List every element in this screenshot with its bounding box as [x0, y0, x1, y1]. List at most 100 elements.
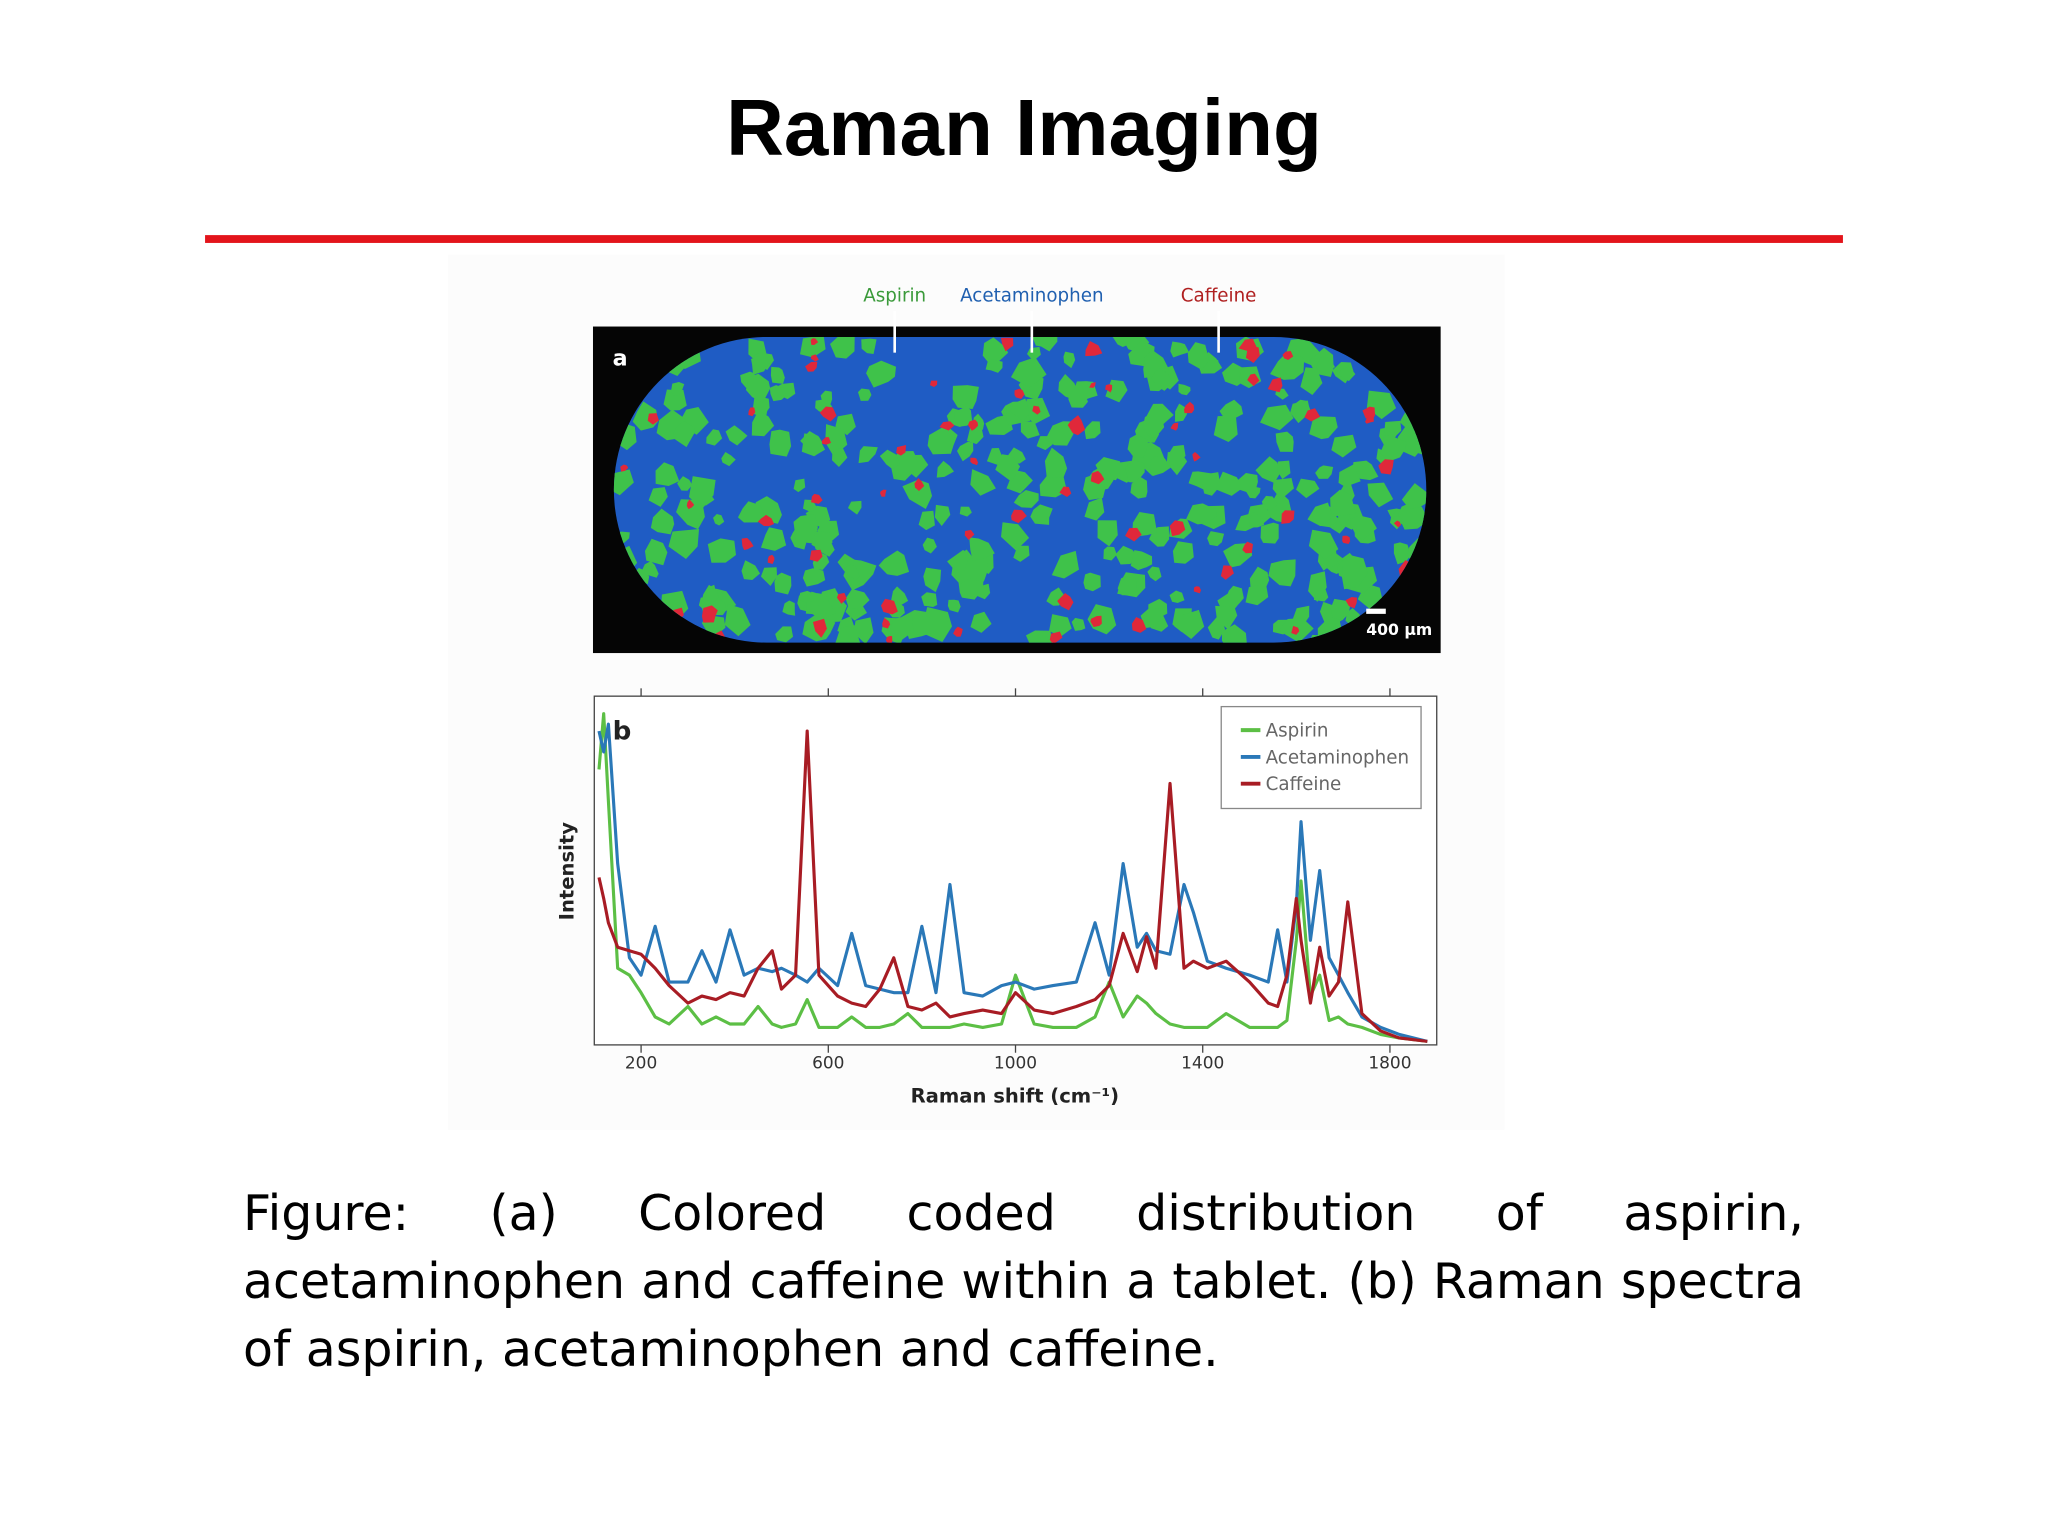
- particle: [647, 413, 659, 425]
- particle: [1103, 546, 1117, 561]
- particle: [811, 493, 823, 504]
- particle: [811, 531, 833, 552]
- particle: [1168, 444, 1186, 464]
- particle: [969, 537, 995, 562]
- spectrum-line: [597, 712, 1428, 1043]
- particle: [1315, 465, 1334, 479]
- particle: [1341, 555, 1368, 590]
- particle: [676, 499, 705, 530]
- particle: [1308, 529, 1339, 560]
- particle: [1296, 478, 1320, 499]
- particle: [613, 469, 634, 496]
- title-rule: [205, 235, 1843, 243]
- particle: [1193, 586, 1201, 594]
- particle: [835, 625, 861, 643]
- particle: [760, 567, 778, 587]
- particle: [882, 617, 891, 629]
- particles: [613, 336, 1427, 643]
- particle: [927, 425, 958, 455]
- particle: [663, 389, 687, 411]
- particle: [752, 395, 770, 418]
- particle: [650, 508, 675, 535]
- particle: [816, 520, 840, 541]
- particle: [721, 452, 736, 467]
- particle: [774, 572, 792, 595]
- particle: [832, 448, 848, 467]
- particle: [707, 538, 736, 563]
- particle: [1020, 421, 1040, 439]
- particle: [929, 380, 938, 388]
- particle: [1345, 597, 1358, 609]
- legend-label: Caffeine: [1266, 774, 1342, 795]
- particle: [982, 337, 1009, 365]
- x-tick-label: 200: [625, 1053, 657, 1073]
- particle: [1330, 489, 1357, 517]
- particle: [770, 366, 785, 384]
- particle: [802, 568, 826, 587]
- particle: [959, 506, 972, 517]
- particle: [890, 451, 920, 481]
- particle: [686, 499, 695, 510]
- particle: [1260, 404, 1294, 431]
- particle: [1260, 522, 1279, 544]
- particle: [923, 567, 942, 593]
- particle: [655, 462, 680, 487]
- particle: [1220, 565, 1234, 580]
- particle: [1213, 415, 1238, 442]
- particle: [1281, 510, 1295, 524]
- particle: [964, 529, 975, 540]
- particle: [1140, 607, 1162, 629]
- particle: [1125, 459, 1145, 483]
- particle: [1085, 341, 1103, 357]
- particle: [1178, 383, 1191, 396]
- particle: [1268, 559, 1296, 587]
- particle: [1087, 604, 1117, 635]
- particle: [760, 527, 787, 551]
- particle: [985, 358, 1003, 373]
- particle: [809, 549, 823, 562]
- particle: [1149, 455, 1171, 476]
- particle: [1338, 464, 1361, 487]
- particle: [1010, 357, 1047, 388]
- particle: [706, 429, 723, 446]
- particle: [1001, 337, 1014, 352]
- particle: [1172, 541, 1194, 564]
- particle: [1393, 520, 1402, 528]
- particle: [1051, 550, 1079, 579]
- particle: [1270, 349, 1305, 380]
- particle: [956, 441, 974, 462]
- particle: [801, 433, 826, 457]
- particle: [1032, 405, 1041, 415]
- particle: [970, 469, 996, 496]
- particle: [1059, 486, 1072, 497]
- particle: [1255, 456, 1281, 484]
- particle: [1304, 408, 1321, 422]
- particle: [814, 599, 833, 615]
- particle: [1291, 625, 1300, 635]
- particle: [1169, 590, 1185, 604]
- particle: [724, 604, 751, 637]
- particle: [793, 478, 806, 493]
- particle: [1365, 415, 1374, 424]
- particle: [1330, 598, 1351, 621]
- particle: [819, 406, 837, 422]
- particle: [782, 600, 796, 616]
- particle: [1308, 571, 1327, 602]
- particle: [845, 589, 870, 610]
- particle: [1170, 422, 1179, 431]
- particle: [1127, 434, 1149, 458]
- particle: [964, 554, 989, 582]
- particle: [1115, 545, 1138, 565]
- particle: [1401, 483, 1427, 509]
- particle: [1245, 345, 1260, 363]
- particle: [820, 390, 833, 404]
- particle: [1242, 541, 1253, 554]
- particle: [1174, 609, 1205, 639]
- particle: [751, 354, 770, 375]
- particle: [1025, 630, 1054, 643]
- legend-label: Acetaminophen: [1266, 747, 1409, 768]
- panel-label: b: [613, 716, 632, 746]
- particle: [1201, 472, 1221, 496]
- particle: [1247, 373, 1260, 387]
- particle: [1237, 472, 1258, 495]
